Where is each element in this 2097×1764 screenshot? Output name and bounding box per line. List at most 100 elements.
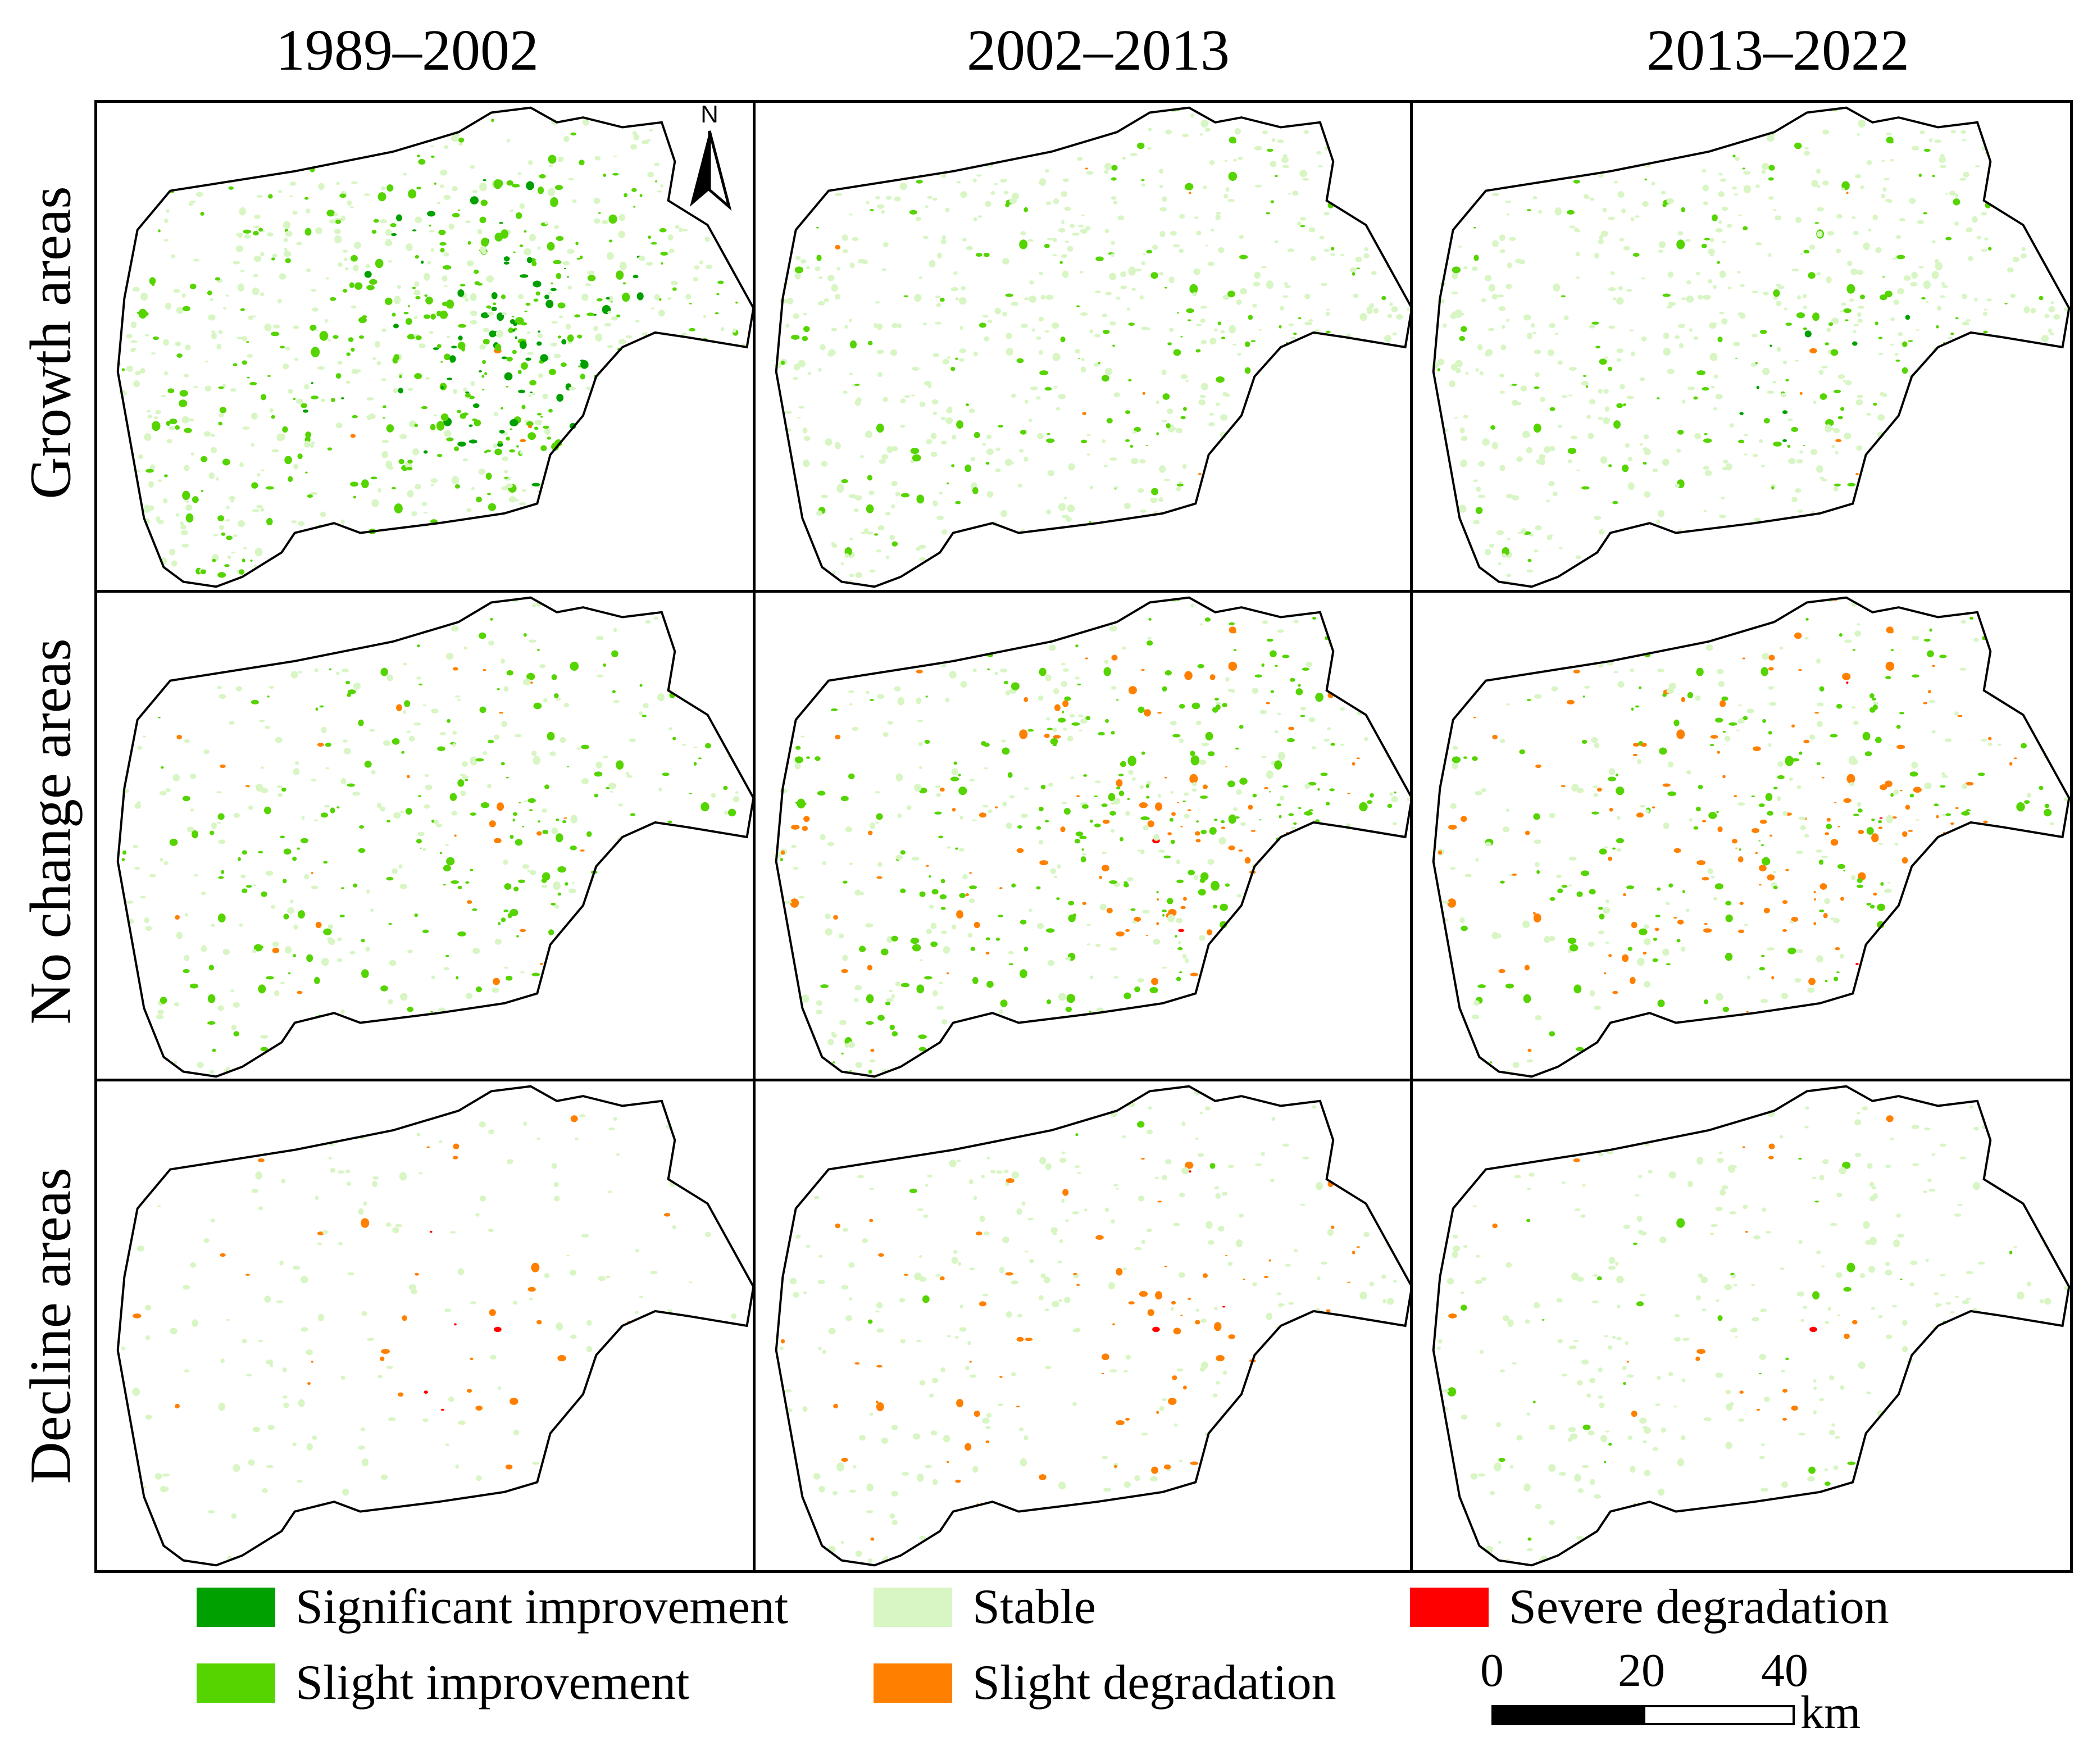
patch-stable [1623,245,1630,251]
patch-stable [1853,720,1859,725]
patch-stable [285,347,290,351]
patch-stable [1662,458,1670,466]
patch-stable [1109,1369,1117,1373]
patch-stable [1517,531,1523,534]
patch-stable [918,742,923,747]
patch-slight [398,458,404,465]
patch-sdeg [1798,669,1802,671]
patch-sig [636,292,644,301]
patch-stable [818,1346,822,1351]
patch-slight [958,773,961,777]
patch-stable [685,293,692,300]
patch-stable [1277,629,1284,633]
patch-stable [1911,1124,1919,1129]
patch-stable [927,196,933,199]
patch-stable [1132,920,1137,924]
patch-sev [1879,817,1883,819]
patch-slight [221,532,226,536]
patch-slight [1875,736,1882,743]
patch-stable [1966,1298,1971,1301]
patch-stable [1809,244,1816,250]
patch-stable [1061,1151,1066,1154]
patch-stable [340,1376,345,1380]
patch-stable [392,868,398,874]
patch-slight [476,986,482,993]
patch-stable [1182,953,1187,959]
patch-slight [780,858,784,861]
patch-stable [1065,240,1070,243]
patch-stable [1512,1362,1517,1365]
patch-slight [735,301,738,304]
patch-stable [460,790,466,797]
patch-sdeg [947,972,949,975]
patch-slight [1005,293,1013,297]
patch-stable [1236,893,1242,898]
patch-sdeg [1114,1465,1117,1469]
patch-stable [1165,1159,1172,1165]
patch-stable [1878,842,1884,845]
patch-sdeg [1177,802,1180,803]
patch-stable [1593,793,1599,797]
patch-stable [831,542,836,546]
patch-stable [1179,481,1183,484]
patch-slight [1703,999,1709,1004]
patch-slight [1908,340,1913,342]
patch-sdeg [833,915,839,920]
patch-stable [940,174,947,178]
patch-slight [1666,963,1671,966]
patch-stable [265,870,274,876]
patch-stable [1656,519,1661,524]
patch-slight [1085,716,1091,721]
patch-slight [672,736,676,740]
patch-stable [1973,1126,1979,1131]
patch-stable [1872,1193,1878,1199]
patch-stable [1561,395,1568,398]
patch-stable [1488,284,1496,292]
patch-stable [1608,768,1616,775]
patch-slight [1846,284,1855,294]
patch-stable [1875,247,1882,253]
patch-stable [1724,1284,1732,1290]
patch-slight [1164,287,1167,289]
patch-stable [1284,282,1288,286]
patch-stable [1475,367,1479,372]
patch-stable [1574,1474,1581,1482]
patch-stable [424,511,428,514]
patch-sdeg [1835,439,1842,443]
patch-stable [256,784,263,792]
patch-stable [1454,417,1458,419]
patch-stable [267,1425,275,1430]
patch-slight [1189,284,1198,294]
patch-stable [1086,453,1091,456]
patch-stable [1198,399,1206,406]
patch-stable [1000,669,1007,672]
patch-stable [1727,287,1732,290]
patch-stable [1111,1219,1116,1224]
patch-stable [341,215,346,221]
patch-sdeg [1813,922,1817,925]
patch-slight [465,779,468,781]
patch-stable [1058,228,1066,233]
patch-stable [367,1338,374,1341]
patch-stable [1025,399,1029,404]
patch-stable [1957,1203,1963,1206]
patch-stable [252,287,260,295]
patch-stable [173,289,181,293]
patch-stable [1817,207,1824,212]
patch-slight [551,902,556,906]
patch-slight [1182,800,1186,802]
patch-stable [1729,1402,1734,1406]
patch-sdeg [1180,906,1186,910]
patch-stable [995,1170,1003,1174]
patch-stable [1885,1261,1890,1266]
patch-stable [452,730,457,735]
patch-stable [1796,785,1801,790]
patch-sdeg [1821,776,1825,779]
patch-sig [1756,385,1759,389]
patch-sdeg [1101,865,1109,872]
patch-stable [984,767,988,770]
patch-sig [536,341,542,346]
patch-slight [974,431,980,439]
patch-slight [1123,883,1129,888]
patch-stable [1641,336,1647,342]
